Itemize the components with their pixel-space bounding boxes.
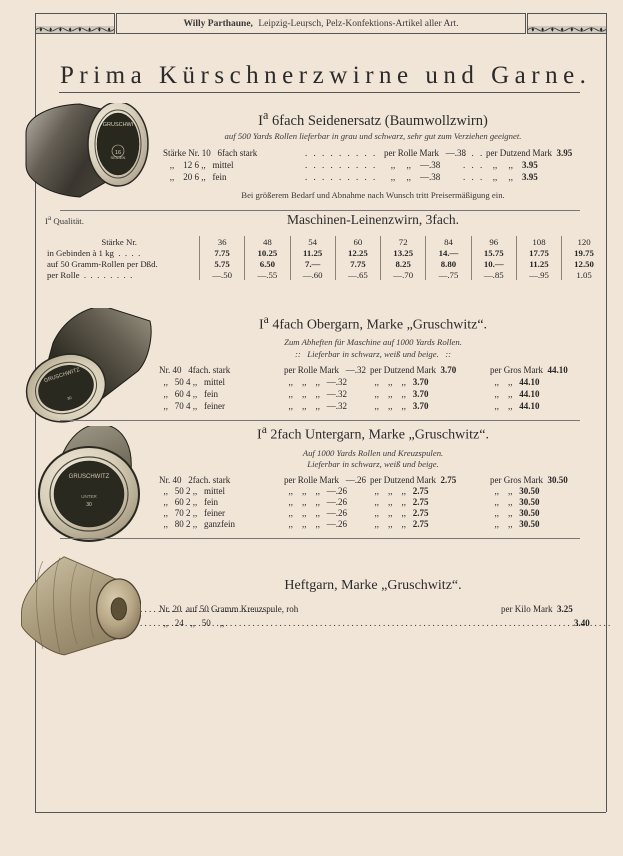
svg-text:30: 30 [86, 502, 92, 508]
svg-text:GRUSCHWI: GRUSCHWI [103, 122, 134, 128]
svg-text:UNTER: UNTER [81, 494, 97, 499]
svg-text:GRUSCHWITZ: GRUSCHWITZ [69, 474, 110, 480]
svg-text:16: 16 [115, 150, 121, 156]
